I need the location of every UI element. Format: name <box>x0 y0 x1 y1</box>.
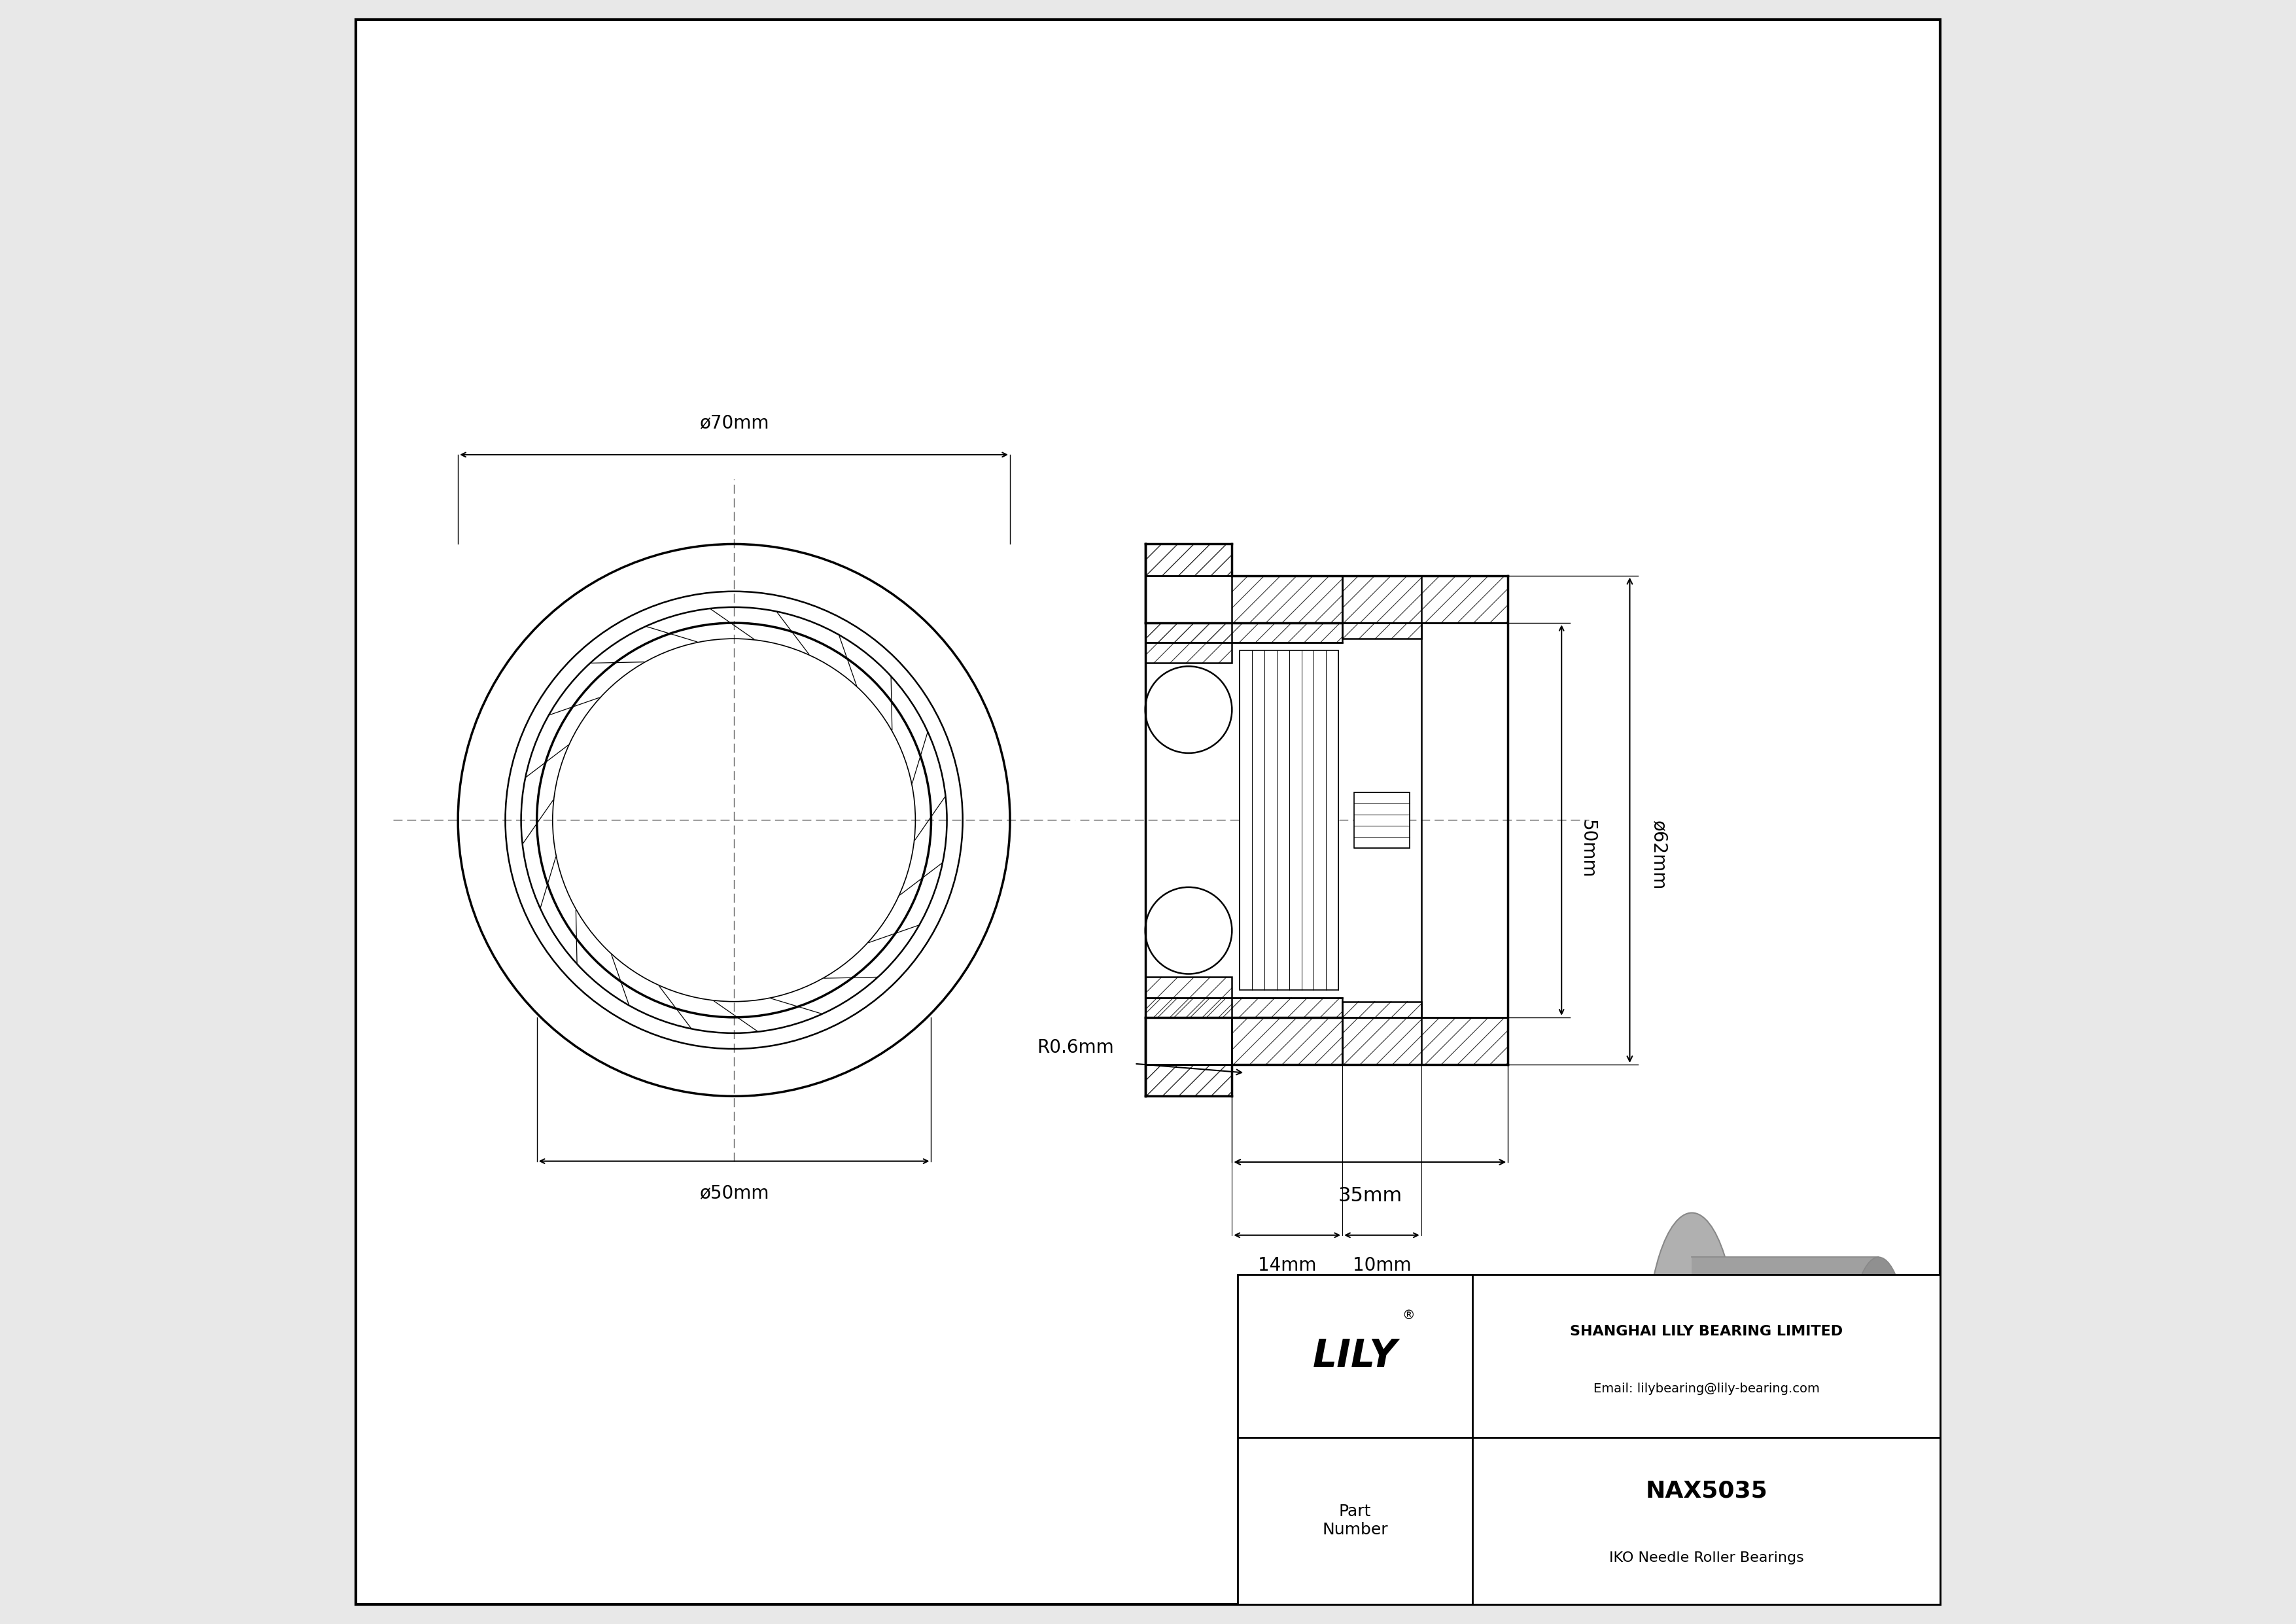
Bar <box>1146 544 1233 575</box>
Ellipse shape <box>1646 1213 1738 1499</box>
Bar <box>1146 624 1343 643</box>
Text: 14mm: 14mm <box>1258 1257 1316 1275</box>
Bar <box>1343 1017 1508 1065</box>
Bar <box>1355 793 1410 848</box>
Bar <box>1343 624 1421 638</box>
Text: ø62mm: ø62mm <box>1651 820 1669 890</box>
Text: ø70mm: ø70mm <box>700 414 769 432</box>
Bar <box>1343 1002 1421 1017</box>
Bar <box>1343 1002 1421 1017</box>
Bar <box>1233 1017 1343 1065</box>
Text: Email: lilybearing@lily-bearing.com: Email: lilybearing@lily-bearing.com <box>1593 1382 1821 1395</box>
Bar <box>1146 997 1343 1017</box>
Bar <box>1146 1065 1233 1096</box>
Text: ø50mm: ø50mm <box>700 1184 769 1202</box>
Bar <box>1146 1017 1233 1065</box>
Bar <box>1343 575 1508 624</box>
Text: 35mm: 35mm <box>1339 1187 1403 1205</box>
Text: R0.6mm: R0.6mm <box>1038 1038 1114 1057</box>
Bar <box>1146 544 1233 575</box>
Bar <box>1146 624 1233 663</box>
Text: Part
Number: Part Number <box>1322 1504 1387 1538</box>
Bar <box>1146 1065 1233 1096</box>
Bar <box>1146 978 1233 1017</box>
Bar <box>1233 575 1343 624</box>
Bar <box>1146 978 1233 1017</box>
Bar <box>1146 1065 1233 1096</box>
Bar <box>1233 1017 1343 1065</box>
Text: SHANGHAI LILY BEARING LIMITED: SHANGHAI LILY BEARING LIMITED <box>1570 1325 1844 1338</box>
Bar <box>1343 1017 1508 1065</box>
Bar <box>1233 575 1343 624</box>
Bar <box>1240 651 1339 989</box>
Bar <box>1343 624 1421 638</box>
Bar <box>1146 624 1233 663</box>
Circle shape <box>1146 887 1233 974</box>
Bar <box>1146 1017 1233 1065</box>
FancyBboxPatch shape <box>1692 1257 1878 1455</box>
Bar <box>1146 624 1343 643</box>
Bar <box>1146 997 1343 1017</box>
Bar <box>1146 1065 1233 1096</box>
Circle shape <box>1146 666 1233 754</box>
Text: 10mm: 10mm <box>1352 1257 1412 1275</box>
Bar <box>1238 1275 1940 1605</box>
Text: ®: ® <box>1403 1309 1414 1322</box>
Text: LILY: LILY <box>1313 1338 1398 1374</box>
Text: NAX5035: NAX5035 <box>1646 1479 1768 1502</box>
Text: IKO Needle Roller Bearings: IKO Needle Roller Bearings <box>1609 1551 1805 1564</box>
Text: 50mm: 50mm <box>1577 820 1596 879</box>
Bar <box>1146 544 1233 575</box>
Bar <box>1146 544 1233 575</box>
Bar <box>1343 575 1508 624</box>
Ellipse shape <box>1867 1328 1890 1384</box>
Ellipse shape <box>1848 1257 1908 1455</box>
